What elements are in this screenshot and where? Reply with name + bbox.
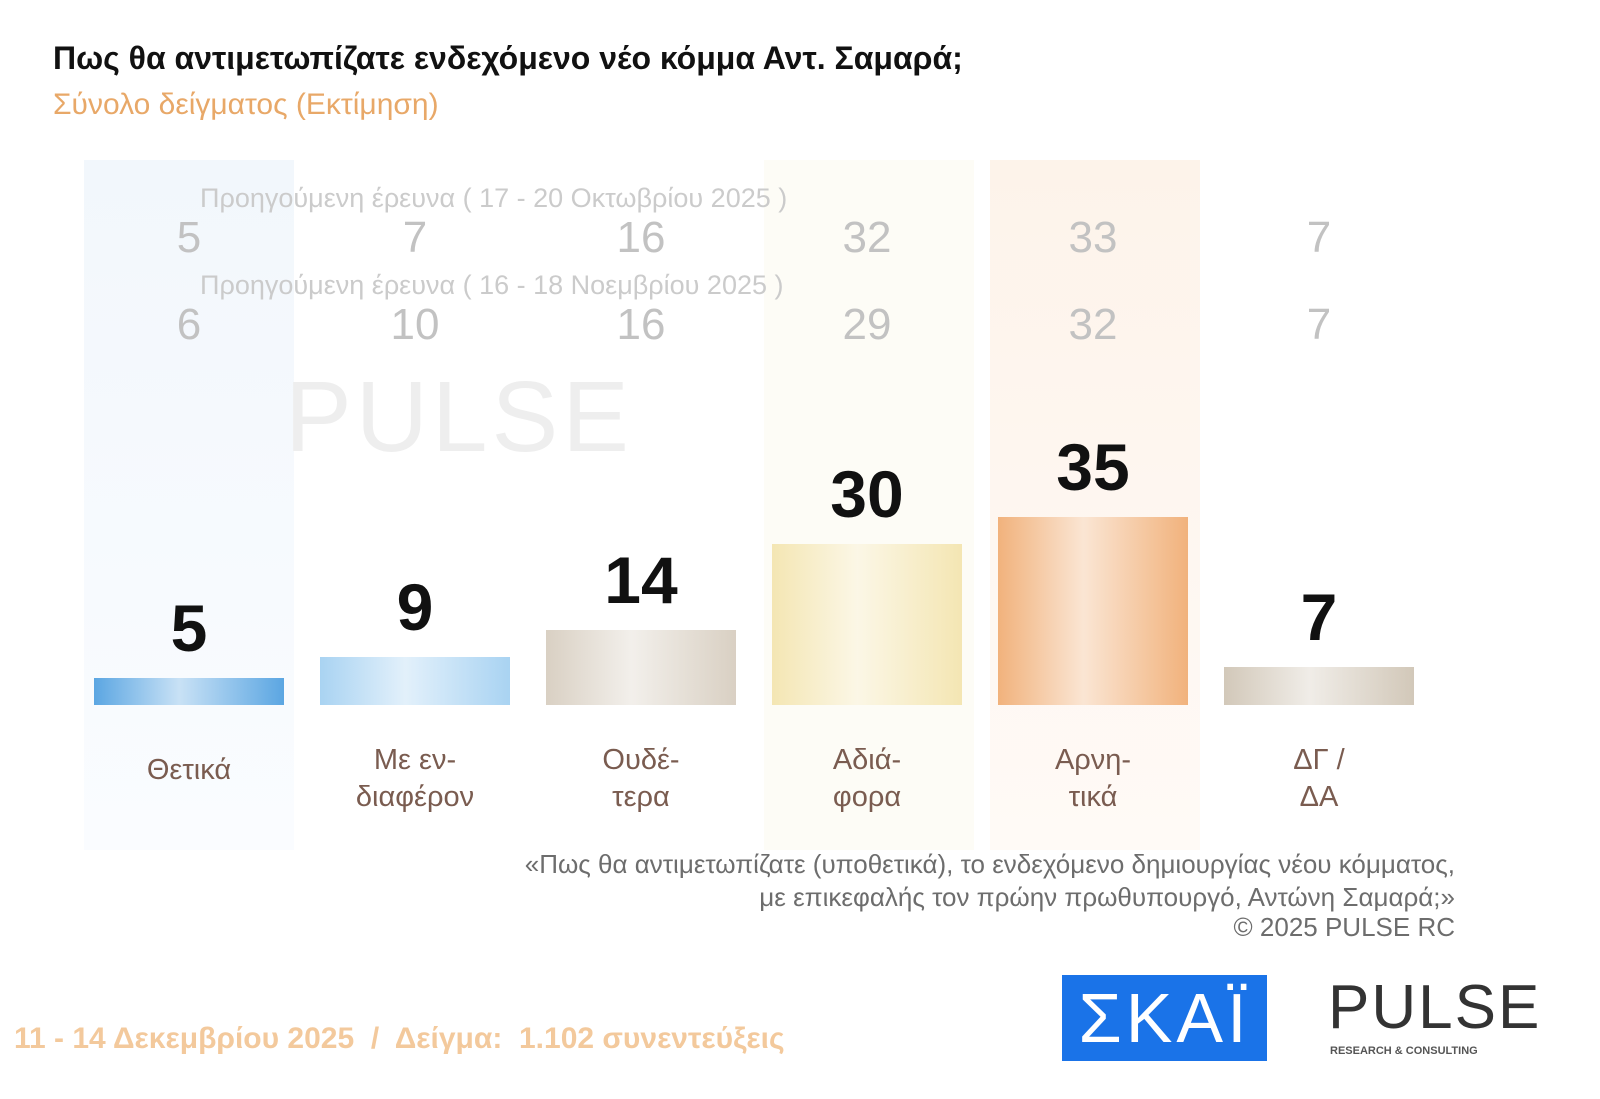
pulse-tagline: RESEARCH & CONSULTING <box>1330 1045 1478 1057</box>
previous-value: 29 <box>842 300 892 349</box>
x-tick-label: ΔΓ / ΔΑ <box>1293 744 1345 813</box>
bar <box>998 517 1188 705</box>
x-tick-label: Αρνη- τικά <box>1054 744 1132 813</box>
band <box>764 160 974 850</box>
subtitle: Σύνολο δείγματος (Εκτίμηση) <box>53 88 439 121</box>
value-label: 5 <box>170 591 208 666</box>
previous-value: 32 <box>1068 300 1118 349</box>
note-line: «Πως θα αντιμετωπίζατε (υποθετικά), το ε… <box>524 849 1455 879</box>
previous-value: 5 <box>176 213 202 262</box>
value-label: 9 <box>396 569 434 644</box>
x-tick-label: Με εν- διαφέρον <box>355 744 475 813</box>
previous-value: 7 <box>1306 300 1332 349</box>
value-label: 35 <box>1056 430 1130 504</box>
value-label: 7 <box>1300 580 1338 655</box>
previous-value: 6 <box>176 300 202 349</box>
value-label: 14 <box>604 542 678 617</box>
previous-label: Προηγούμενη έρευνα ( 17 - 20 Οκτωβρίου 2… <box>200 183 788 213</box>
bar <box>546 629 736 705</box>
note-line: με επικεφαλής τον πρώην πρωθυπουργό, Αντ… <box>759 882 1455 912</box>
previous-value: 16 <box>616 213 666 262</box>
previous-value: 33 <box>1068 213 1118 262</box>
chart-title: Πως θα αντιμετωπίζατε ενδεχόμενο νέο κόμ… <box>53 40 963 76</box>
bar <box>772 543 962 705</box>
x-tick-label: Αδιά- φορα <box>832 744 902 813</box>
watermark: PULSE <box>285 361 633 473</box>
band <box>84 160 294 850</box>
x-tick-label: Θετικά <box>146 754 232 786</box>
previous-label: Προηγούμενη έρευνα ( 16 - 18 Νοεμβρίου 2… <box>200 270 784 300</box>
previous-value: 16 <box>616 300 666 349</box>
previous-value: 7 <box>402 213 428 262</box>
bar <box>1224 667 1414 705</box>
previous-value: 32 <box>842 213 892 262</box>
band <box>990 160 1200 850</box>
copyright: © 2025 PULSE RC <box>1233 912 1455 942</box>
skai-logo: ΣΚΑΪ <box>1062 975 1267 1061</box>
note: «Πως θα αντιμετωπίζατε (υποθετικά), το ε… <box>525 848 1455 914</box>
value-label: 30 <box>830 456 904 531</box>
previous-value: 7 <box>1306 213 1332 262</box>
footer: 11 - 14 Δεκεμβρίου 2025 / Δείγμα: 1.102 … <box>14 1022 785 1055</box>
bar <box>94 678 284 705</box>
x-tick-label: Ουδέ- τερα <box>602 744 680 813</box>
previous-value: 10 <box>390 300 440 349</box>
bar <box>320 656 510 705</box>
pulse-logo: PULSE <box>1328 973 1542 1042</box>
